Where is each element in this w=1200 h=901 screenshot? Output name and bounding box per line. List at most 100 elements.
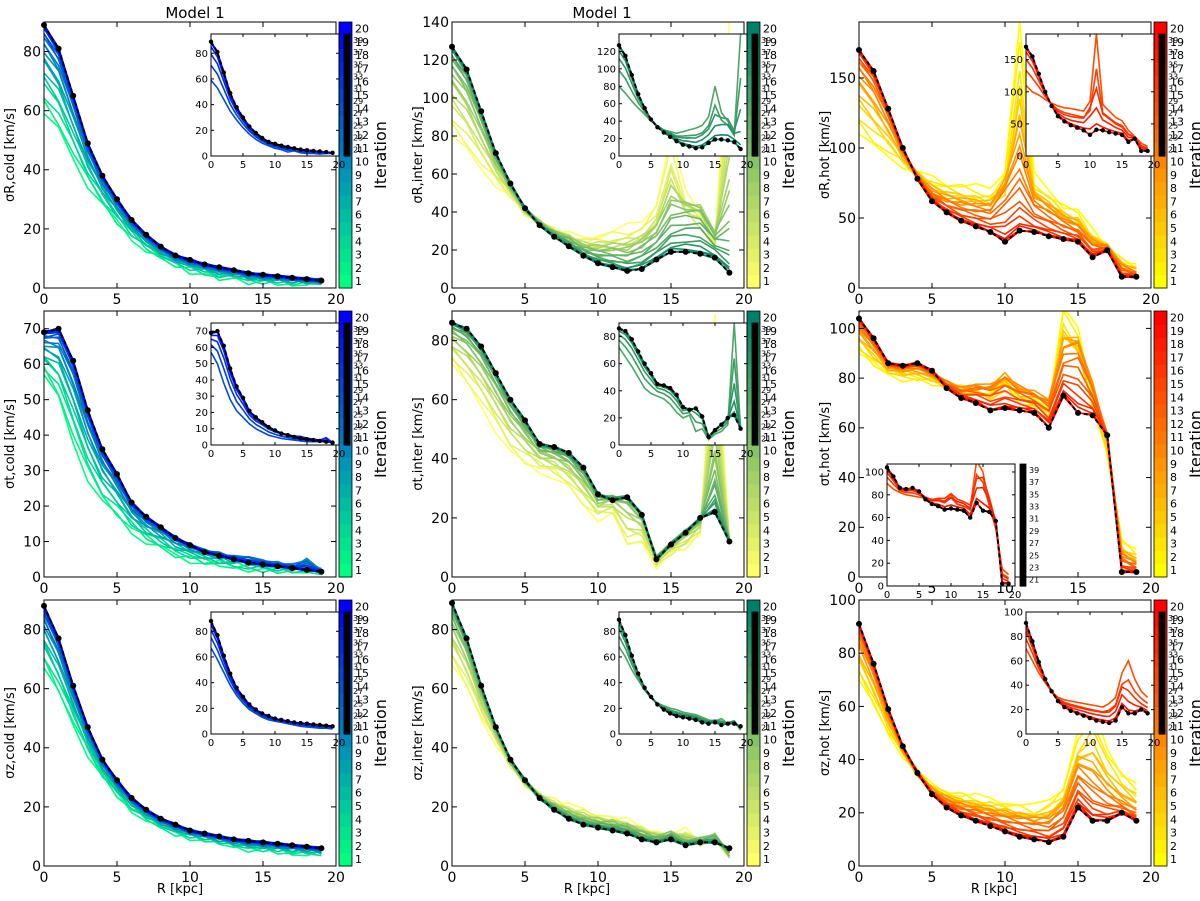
colorbar-segment (339, 483, 352, 498)
colorbar-segment (344, 58, 350, 72)
final-profile-point (870, 68, 877, 74)
y-tick-label: 70 (195, 327, 208, 338)
colorbar-segment (752, 371, 758, 385)
final-profile-point (216, 264, 223, 271)
inset-axes: 0 5 10 15 20 0 20 40 60 80 (603, 322, 753, 460)
final-profile-point (1043, 89, 1048, 95)
y-tick-label: 80 (23, 622, 41, 638)
colorbar-tick-label: 31 (1168, 85, 1178, 94)
inset: 0 5 10 15 20 0 10 20 30 40 50 60 70 21 23 25 27 29 31 33 35 3… (195, 322, 363, 460)
colorbar-segment (344, 420, 350, 434)
colorbar-tick-label: 7 (1170, 195, 1177, 208)
y-tick-label: 80 (23, 44, 41, 60)
colorbar-tick-label: 27 (761, 109, 771, 118)
final-profile-point (1002, 405, 1008, 411)
colorbar-tick-label: 18 (1170, 338, 1184, 351)
colorbar-tick-label: 10 (1170, 156, 1184, 169)
iteration-line (619, 646, 742, 731)
final-profile-point (1089, 254, 1096, 261)
final-profile-point (289, 565, 296, 572)
final-profile-point (1006, 581, 1011, 586)
iteration-line (211, 79, 333, 155)
colorbar-tick-label: 29 (761, 97, 771, 106)
x-tick-label: 0 (855, 292, 864, 308)
colorbar-segment (747, 550, 760, 565)
x-tick-label: 0 (1023, 738, 1029, 749)
final-profile-point (687, 407, 692, 412)
y-tick-label: 0 (878, 582, 884, 593)
final-profile-point (580, 464, 587, 471)
colorbar-segment (344, 673, 350, 686)
colorbar-tick-label: 27 (1168, 687, 1178, 696)
final-profile-point (215, 632, 220, 638)
final-profile (856, 47, 1140, 280)
final-profile-point (536, 441, 543, 447)
main-axes: 0 5 10 15 20 0 20 40 60 80 (23, 599, 345, 886)
x-tick-label: 20 (1148, 160, 1161, 171)
x-tick-label: 0 (884, 590, 890, 601)
colorbar-tick-label: 35 (761, 349, 771, 358)
x-tick-label: 0 (40, 581, 49, 597)
x-label-1: R [kpc] (157, 882, 203, 897)
colorbar-tick-label: 31 (761, 85, 771, 94)
colorbar-tick-label: 31 (1168, 663, 1178, 672)
colorbar-segment (344, 396, 350, 409)
colorbar-tick-label: 39 (1029, 466, 1039, 475)
final-profile-point (234, 685, 239, 690)
colorbar-segment (1154, 168, 1167, 183)
final-profile-point (311, 722, 316, 727)
final-profile-point (311, 437, 316, 443)
colorbar-tick-label: 16 (1170, 365, 1184, 378)
colorbar-tick-label: 33 (761, 362, 771, 371)
final-profile-point (317, 438, 322, 444)
final-profile-point (706, 140, 711, 146)
colorbar-tick-label: 29 (353, 675, 363, 684)
final-profile-point (172, 535, 179, 541)
colorbar-tick-label: 27 (1168, 109, 1178, 118)
x-tick-label: 0 (855, 870, 864, 886)
colorbar-segment (747, 759, 760, 774)
final-profile-point (674, 139, 679, 144)
final-profile-point (507, 180, 514, 187)
colorbar-segment (339, 234, 352, 249)
final-profile-point (187, 542, 193, 549)
colorbar-tick-label: 25 (761, 699, 771, 708)
colorbar-tick-label: 19 (355, 325, 369, 338)
y-tick-label: 60 (23, 682, 41, 698)
final-profile-point (1145, 711, 1150, 716)
colorbar-tick-label: 29 (353, 97, 363, 106)
final-profile-point (143, 231, 150, 238)
final-profile-point (668, 836, 674, 843)
colorbar-segment (344, 34, 350, 47)
final-profile-point (580, 252, 587, 259)
colorbar-segment (747, 261, 760, 276)
x-tick-label: 10 (589, 292, 607, 308)
colorbar-tick-label: 39 (761, 325, 771, 334)
final-profile-point (221, 653, 226, 658)
colorbar-tick-label: 21 (353, 435, 363, 444)
final-profile-point (1060, 236, 1067, 242)
colorbar-segment (1154, 523, 1167, 538)
final-profile-point (732, 413, 737, 418)
colorbar-segment (752, 323, 758, 336)
colorbar-frame (343, 611, 351, 735)
inset-colorbar: 21 23 25 27 29 31 33 35 37 39 (751, 322, 771, 446)
y-tick-label: 0 (1017, 730, 1023, 741)
x-tick-label: 10 (996, 292, 1014, 308)
final-profile-point (143, 806, 150, 813)
y-tick-label: 0 (847, 281, 856, 297)
final-profile-point (84, 407, 91, 414)
colorbar-segment (1154, 194, 1167, 209)
final-profile-point (215, 328, 220, 334)
final-profile-point (987, 407, 994, 414)
colorbar-tick-label: 21 (761, 435, 771, 444)
colorbar-segment (344, 371, 350, 385)
x-tick-label: 20 (1142, 870, 1160, 886)
colorbar-tick-label: 9 (1170, 747, 1177, 760)
colorbar-tick-label: 35 (1029, 490, 1039, 499)
final-profile-point (157, 524, 164, 531)
x-tick-label: 10 (181, 292, 199, 308)
colorbar-tick-label: 5 (1170, 800, 1177, 813)
